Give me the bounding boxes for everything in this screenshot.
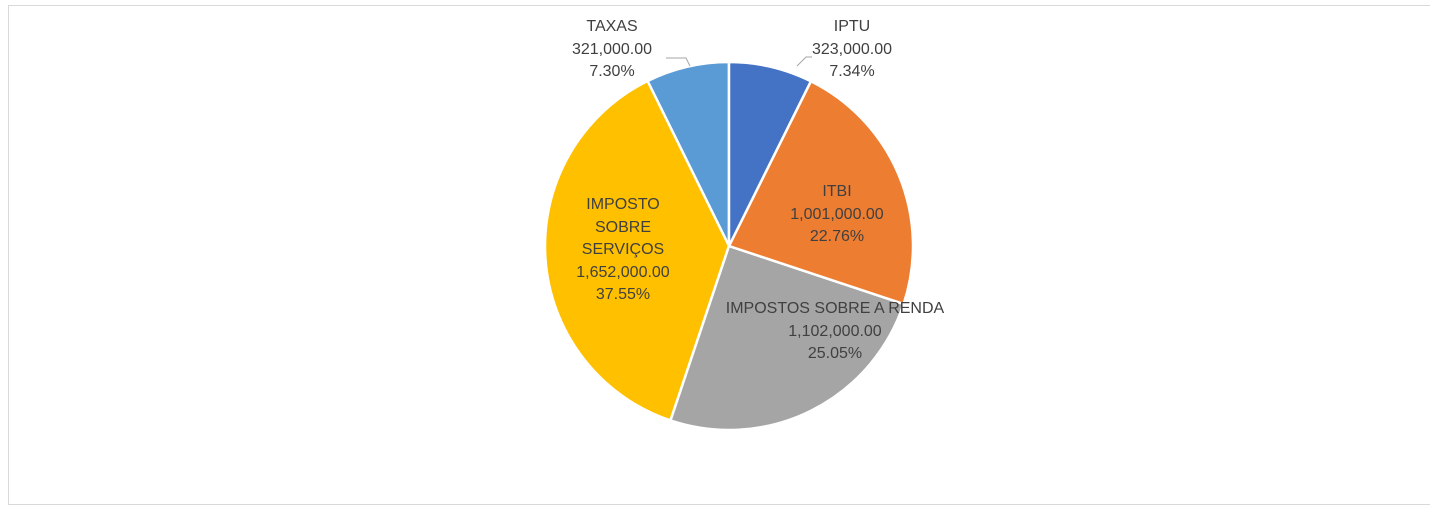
- value-label: 1,652,000.00: [576, 263, 670, 281]
- leader-line: [796, 56, 812, 67]
- value-label: 323,000.00: [811, 40, 893, 58]
- value-label: 1,102,000.00: [788, 322, 882, 340]
- percent-label: 25.05%: [807, 345, 863, 362]
- category-label: IMPOSTOS SOBRE A RENDA: [725, 300, 945, 317]
- data-label: ITBI 1,001,000.00 22.76%: [757, 181, 917, 249]
- category-label: ITBI: [822, 183, 852, 200]
- pie-slice: [668, 244, 906, 432]
- leader-line: [666, 57, 691, 67]
- data-label: IPTU 323,000.00 7.34%: [792, 16, 912, 84]
- chart: [543, 56, 915, 432]
- page: IPTU 323,000.00 7.34% ITBI 1,001,000.00 22.76…: [8, 5, 1430, 505]
- percent-label: 7.34%: [829, 63, 875, 80]
- pie-slice: [543, 79, 731, 423]
- data-label: TAXAS 321,000.00 7.30%: [547, 16, 677, 84]
- pie-slice: [727, 60, 813, 247]
- data-label: IMPOSTOS SOBRE A RENDA 1,102,000.00 25.05%: [715, 298, 955, 366]
- pie-slice: [727, 79, 915, 306]
- category-label: TAXAS: [586, 18, 638, 35]
- value-label: 321,000.00: [571, 40, 653, 58]
- value-label: 1,001,000.00: [790, 205, 884, 223]
- data-label: IMPOSTO SOBRE SERVIÇOS 1,652,000.00 37.55%: [563, 194, 683, 307]
- percent-label: 7.30%: [589, 63, 635, 80]
- percent-label: 22.76%: [809, 228, 865, 245]
- category-label: IMPOSTO SOBRE SERVIÇOS: [581, 196, 665, 258]
- percent-label: 37.55%: [595, 286, 651, 303]
- category-label: IPTU: [833, 18, 871, 35]
